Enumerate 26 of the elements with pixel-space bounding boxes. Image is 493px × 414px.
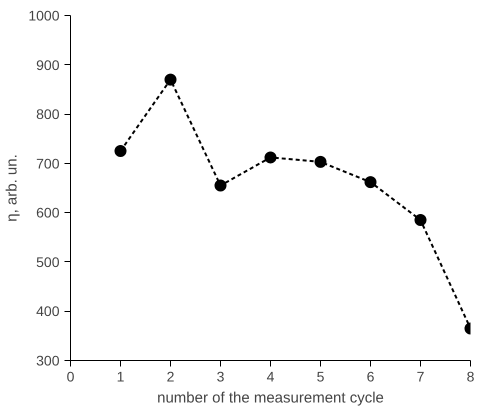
point: [214, 180, 226, 192]
y-axis-title: η, arb. un.: [3, 154, 20, 222]
x-tick-label: 8: [466, 368, 475, 384]
x-tick-label: 7: [416, 368, 425, 384]
point: [114, 145, 126, 158]
x-tick-label: 6: [366, 368, 375, 384]
x-tick-label: 1: [116, 368, 125, 384]
y-tick-label: 900: [36, 56, 60, 73]
point: [264, 151, 276, 164]
y-tick-label: 600: [36, 204, 60, 221]
x-tick-label: 5: [316, 368, 325, 384]
y-tick-label: 800: [36, 106, 60, 122]
y-tick-label: 700: [36, 155, 60, 172]
point: [364, 176, 376, 188]
y-tick-label: 1000: [28, 8, 60, 24]
x-axis-title: number of the measurement cycle: [157, 390, 384, 406]
x-tick-label: 2: [166, 368, 175, 384]
x-tick-label: 4: [266, 368, 275, 384]
point: [164, 74, 176, 86]
y-tick-label: 400: [36, 303, 60, 320]
point: [414, 214, 426, 226]
x-tick-label: 0: [66, 368, 75, 384]
point: [314, 156, 326, 168]
y-tick-label: 300: [36, 352, 60, 368]
y-tick-label: 500: [36, 254, 60, 270]
x-tick-label: 3: [216, 368, 225, 384]
